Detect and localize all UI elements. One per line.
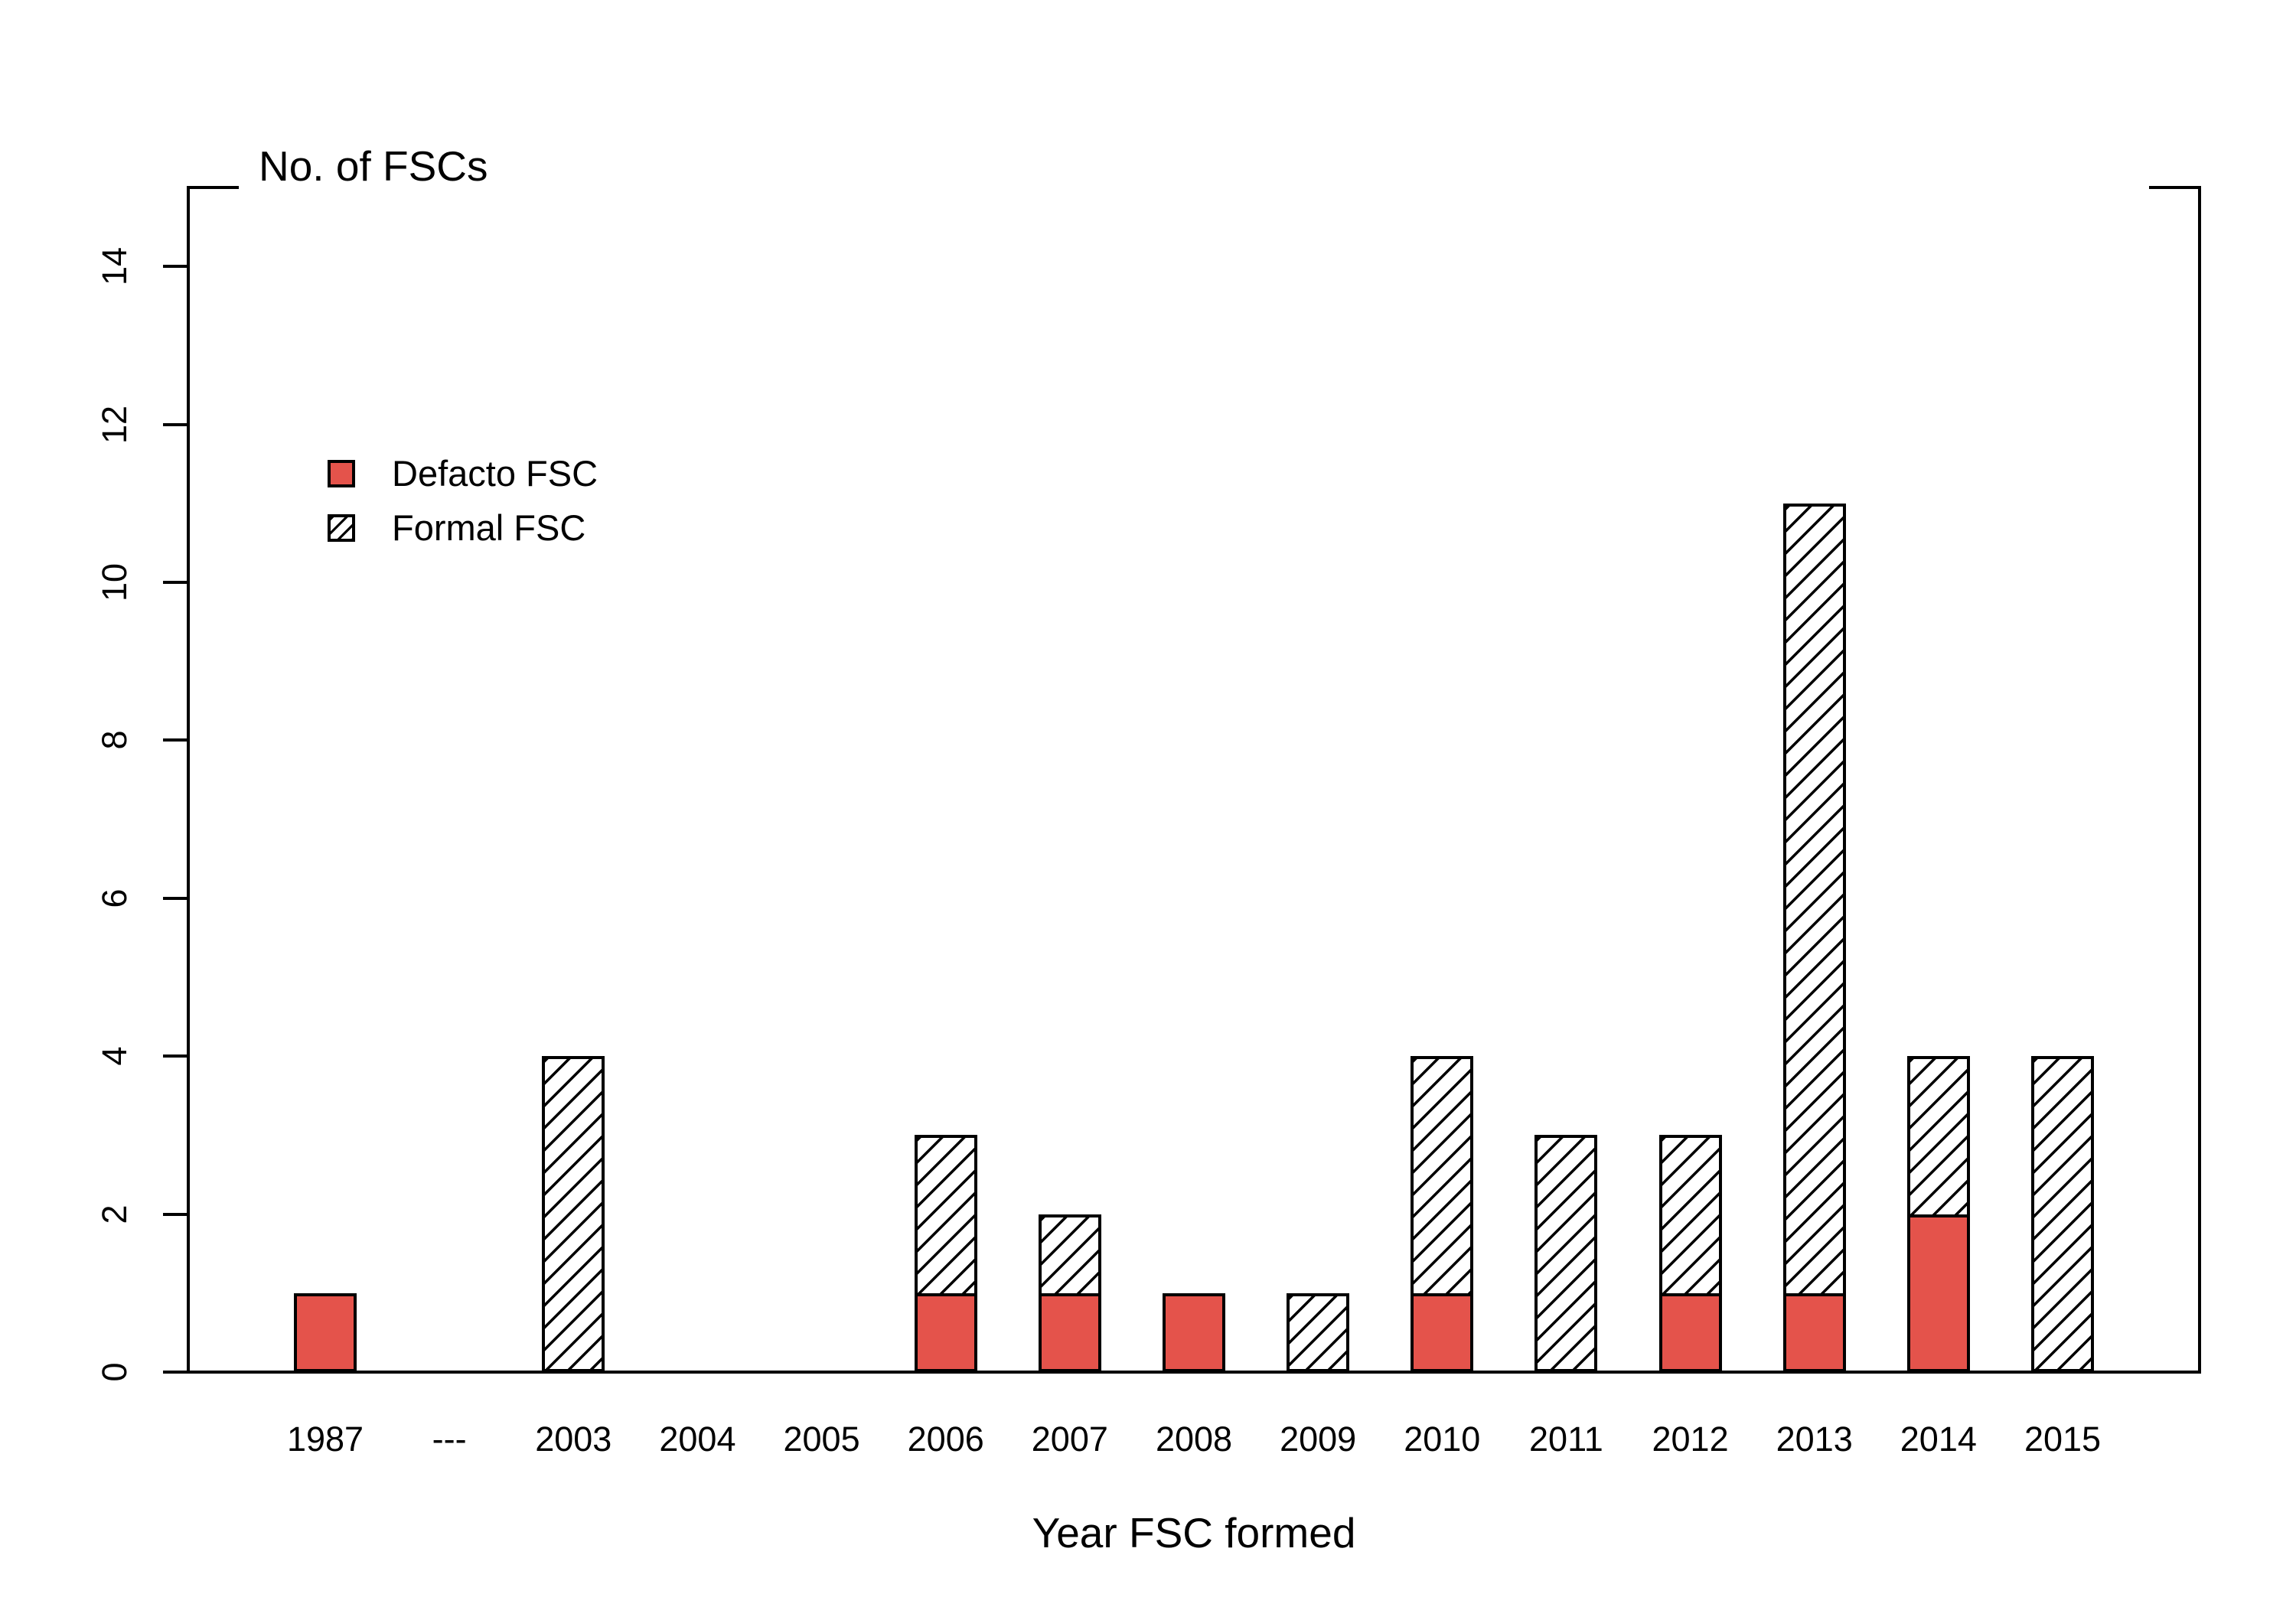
bar-2010	[1411, 1056, 1474, 1372]
bar-2015	[2031, 1056, 2094, 1372]
y-tick-label-14: 14	[95, 247, 134, 286]
bar-segment-defacto	[1658, 1292, 1722, 1372]
y-tick-label-8: 8	[95, 730, 134, 750]
bar-2014	[1906, 1056, 1970, 1372]
top-right-frame-stub	[2149, 186, 2201, 189]
y-tick-label-6: 6	[95, 888, 134, 908]
y-tick-label-12: 12	[95, 405, 134, 444]
legend-swatch-formal-fsc	[328, 513, 355, 542]
y-tick-4	[163, 1054, 190, 1058]
bar-segment-formal	[1534, 1135, 1598, 1372]
bar-segment-formal	[1411, 1056, 1474, 1296]
y-tick-label-4: 4	[95, 1046, 134, 1066]
bar-segment-defacto	[1782, 1292, 1846, 1372]
bar-segment-defacto	[294, 1292, 357, 1372]
bar-segment-formal	[2031, 1056, 2094, 1372]
bar-segment-formal	[1782, 503, 1846, 1296]
x-tick-label-1987: 1987	[286, 1420, 364, 1459]
x-tick-label-2003: 2003	[535, 1420, 612, 1459]
bar-segment-defacto	[1906, 1214, 1970, 1372]
y-tick-14	[163, 265, 190, 269]
legend-label-formal-fsc: Formal FSC	[392, 507, 586, 548]
y-axis-line	[187, 186, 190, 1374]
legend: Defacto FSC Formal FSC	[328, 455, 598, 564]
y-tick-10	[163, 581, 190, 584]
y-tick-8	[163, 738, 190, 742]
x-tick-label-2009: 2009	[1280, 1420, 1357, 1459]
bar-2012	[1658, 1135, 1722, 1372]
y-tick-6	[163, 896, 190, 900]
bar-2013	[1782, 503, 1846, 1372]
right-frame-line	[2198, 186, 2201, 1374]
x-tick-label-2015: 2015	[2024, 1420, 2102, 1459]
x-tick-label-2010: 2010	[1404, 1420, 1481, 1459]
x-tick-label-2007: 2007	[1031, 1420, 1108, 1459]
y-tick-label-10: 10	[95, 562, 134, 602]
x-tick-label-2004: 2004	[659, 1420, 736, 1459]
y-axis-title: No. of FSCs	[259, 142, 488, 190]
bar-2009	[1287, 1292, 1350, 1372]
bar-segment-formal	[1287, 1292, 1350, 1372]
x-tick-label-2005: 2005	[783, 1420, 860, 1459]
bar-1987	[294, 1292, 357, 1372]
legend-item-formal: Formal FSC	[328, 510, 598, 546]
bar-segment-defacto	[1411, 1292, 1474, 1372]
y-tick-0	[163, 1371, 190, 1374]
x-tick-label-2013: 2013	[1776, 1420, 1853, 1459]
bar-2008	[1163, 1292, 1225, 1372]
x-tick-label-2006: 2006	[907, 1420, 984, 1459]
x-tick-label-2008: 2008	[1155, 1420, 1233, 1459]
bar-segment-formal	[914, 1135, 977, 1296]
legend-swatch-defacto-fsc	[328, 459, 355, 487]
x-tick-label-2014: 2014	[1900, 1420, 1977, 1459]
x-axis-title: Year FSC formed	[1032, 1509, 1356, 1556]
bar-2007	[1038, 1214, 1101, 1372]
x-tick-label-2012: 2012	[1652, 1420, 1729, 1459]
x-tick-label-2011: 2011	[1529, 1420, 1603, 1459]
bar-segment-defacto	[914, 1292, 977, 1372]
bar-segment-formal	[1038, 1214, 1101, 1296]
x-axis-line	[165, 1371, 2201, 1374]
legend-item-defacto: Defacto FSC	[328, 455, 598, 491]
y-tick-2	[163, 1212, 190, 1216]
x-tick-label-: ---	[432, 1420, 467, 1459]
y-tick-label-0: 0	[95, 1362, 134, 1382]
bar-2003	[542, 1056, 605, 1372]
legend-label-defacto-fsc: Defacto FSC	[392, 453, 598, 494]
top-left-frame-stub	[187, 186, 239, 189]
bar-segment-formal	[542, 1056, 605, 1372]
bar-2006	[914, 1135, 977, 1372]
bar-2011	[1534, 1135, 1598, 1372]
bar-segment-defacto	[1038, 1292, 1101, 1372]
y-tick-12	[163, 422, 190, 426]
y-tick-label-2: 2	[95, 1204, 134, 1224]
bar-segment-formal	[1906, 1056, 1970, 1217]
bar-segment-formal	[1658, 1135, 1722, 1296]
bar-segment-defacto	[1163, 1292, 1225, 1372]
